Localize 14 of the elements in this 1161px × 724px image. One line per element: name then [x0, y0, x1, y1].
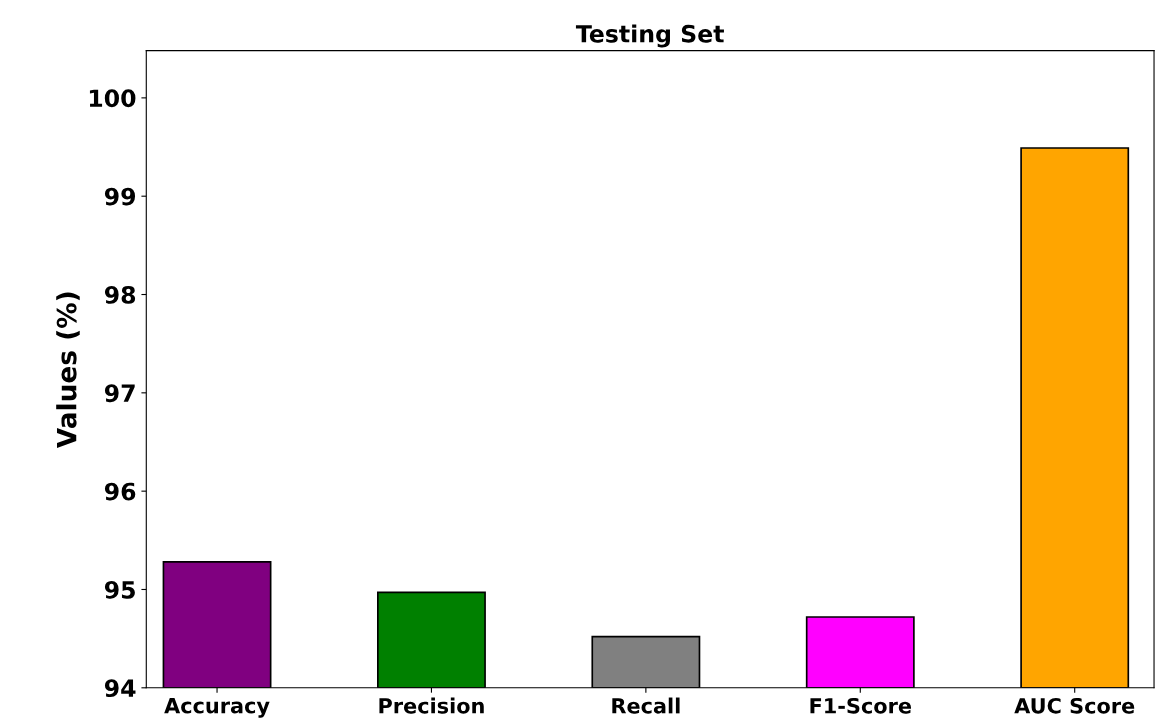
y-tick-label: 97: [104, 384, 135, 403]
y-axis-title: Values (%): [56, 292, 80, 449]
chart-title: Testing Set: [575, 24, 724, 48]
y-tick-label: 99: [104, 187, 136, 206]
x-tick-label: Precision: [379, 697, 484, 714]
y-tick-label: 95: [104, 580, 135, 599]
x-tick-label: F1-Score: [810, 697, 911, 714]
y-tick-label: 98: [104, 285, 136, 304]
y-tick-label: 94: [104, 679, 136, 698]
y-tick-label: 96: [104, 482, 136, 501]
y-tick-label: 100: [89, 89, 136, 108]
x-tick-label: Accuracy: [164, 698, 270, 718]
x-tick-label: Recall: [612, 697, 680, 714]
x-tick-label: AUC Score: [1014, 697, 1135, 714]
